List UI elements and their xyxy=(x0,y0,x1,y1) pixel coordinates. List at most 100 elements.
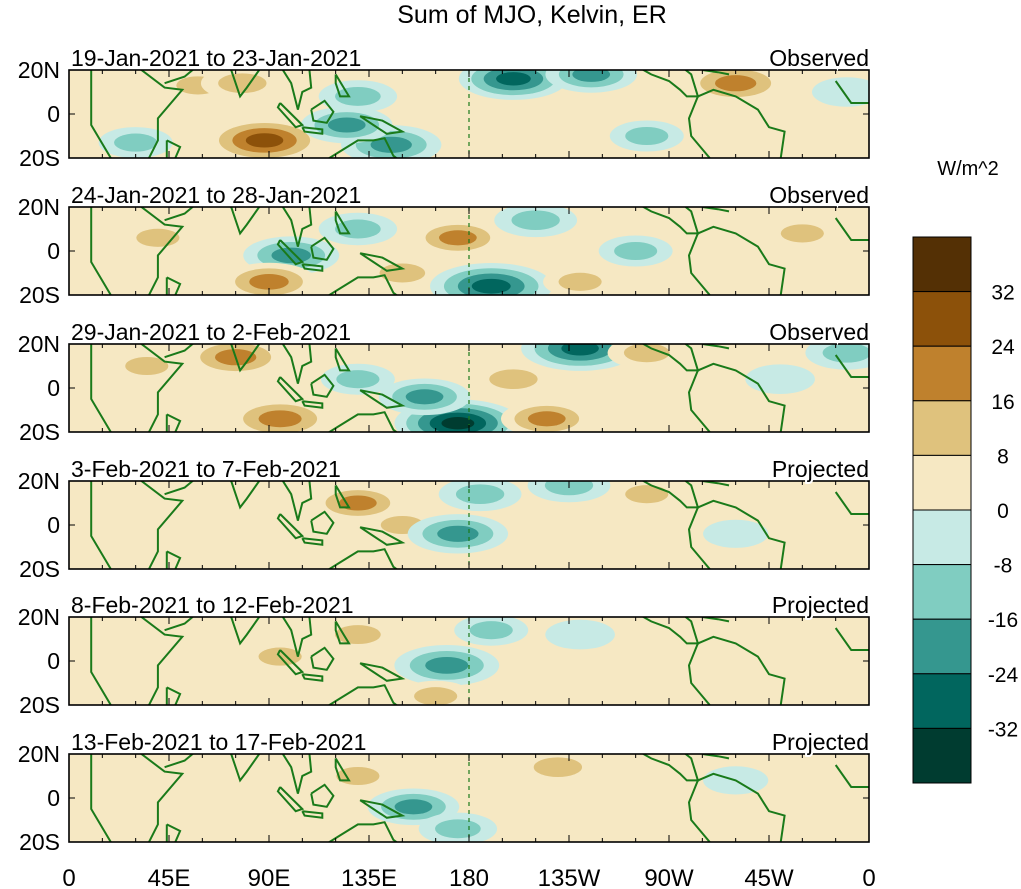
coastline xyxy=(281,617,313,657)
x-tick-label: 135E xyxy=(341,865,397,889)
colorbar-swatch xyxy=(912,345,972,402)
coastline xyxy=(641,481,700,509)
coastline xyxy=(359,115,406,135)
contour-level xyxy=(533,757,583,778)
coastline xyxy=(276,239,305,266)
x-tick-label: 90W xyxy=(644,865,694,889)
coastline xyxy=(359,252,406,272)
contour-level xyxy=(545,619,615,650)
anomaly-blob xyxy=(412,219,504,257)
coastline xyxy=(276,376,305,403)
coastline xyxy=(834,354,869,378)
colorbar-tick-label: -8 xyxy=(994,555,1013,578)
contour-level xyxy=(258,410,302,428)
coastline xyxy=(834,627,869,651)
coastline xyxy=(334,757,351,782)
anomaly-blob xyxy=(500,400,593,432)
coastline xyxy=(276,786,305,813)
contour-level xyxy=(471,278,511,294)
coastline xyxy=(276,649,305,676)
anomaly-blob xyxy=(514,532,580,562)
y-tick-label: 0 xyxy=(47,238,60,264)
contour-level xyxy=(614,629,680,658)
coastline xyxy=(281,70,313,110)
anomaly-blob xyxy=(472,362,555,397)
anomaly-blob xyxy=(543,266,618,295)
contour-level xyxy=(335,625,381,645)
y-tick-label: 0 xyxy=(47,785,60,811)
x-tick-label: 90E xyxy=(248,865,291,889)
y-tick-label: 20S xyxy=(19,282,60,308)
panel-2: 20N 0 20S 24-Jan-2021 to 28-Jan-2021 Observe… xyxy=(18,180,871,308)
coastlines xyxy=(90,344,869,432)
anomaly-blob xyxy=(318,618,398,651)
coastline xyxy=(90,481,185,569)
anomaly-blob xyxy=(521,344,640,371)
coastline xyxy=(276,513,305,540)
y-tick-label: 0 xyxy=(47,512,60,538)
coastline xyxy=(90,207,185,295)
colorbar-unit: W/m^2 xyxy=(937,158,999,180)
x-tick-label: 45W xyxy=(744,865,794,889)
anomaly-blob xyxy=(480,117,547,146)
anomaly-blob xyxy=(614,629,680,658)
contour-level xyxy=(125,783,191,813)
panel-period: 13-Feb-2021 to 17-Feb-2021 xyxy=(71,729,366,755)
anomaly-blob xyxy=(494,207,578,238)
contour-level xyxy=(780,224,824,243)
anomaly-blob xyxy=(527,481,611,503)
y-tick-label: 20N xyxy=(18,194,60,220)
contour-level xyxy=(469,621,513,640)
coastline xyxy=(687,499,786,569)
contour-level xyxy=(803,207,869,226)
anomaly-blob xyxy=(398,680,473,705)
colorbar-swatch xyxy=(912,236,972,293)
coastline xyxy=(834,80,869,104)
colorbar-swatch xyxy=(912,564,972,620)
panel-3: 20N 0 20S 29-Jan-2021 to 2-Feb-2021 Observed xyxy=(18,317,871,445)
coastline xyxy=(310,236,335,261)
anomaly-blob xyxy=(703,519,769,548)
anomaly-blob xyxy=(98,127,173,158)
contour-level xyxy=(435,819,481,839)
y-tick-label: 20N xyxy=(18,331,60,357)
contour-level xyxy=(379,263,426,283)
panel-1: 20N 0 20S 19-Jan-2021 to 23-Jan-2021 Observe… xyxy=(18,43,871,171)
contour-level xyxy=(514,792,580,821)
contour-level xyxy=(405,389,444,405)
chart-title: Sum of MJO, Kelvin, ER xyxy=(397,1,667,29)
anomaly-blob xyxy=(100,628,171,659)
contour-level xyxy=(125,497,191,526)
coastline xyxy=(327,411,399,432)
anomaly-blob xyxy=(811,77,869,107)
coastline xyxy=(301,537,324,546)
coastline xyxy=(334,484,351,509)
anomaly-blob xyxy=(607,344,686,369)
contour-level xyxy=(245,133,284,148)
panel-status: Projected xyxy=(772,456,869,482)
y-tick-label: 20N xyxy=(18,741,60,767)
coastline xyxy=(164,617,195,632)
coastline xyxy=(228,481,261,510)
contour-level xyxy=(527,411,566,427)
coastline xyxy=(310,99,335,124)
coastline xyxy=(165,413,182,432)
anomaly-blob xyxy=(438,481,522,512)
contour-level xyxy=(714,75,757,92)
contour-level xyxy=(114,133,158,152)
colorbar-swatch xyxy=(912,291,972,347)
anomaly-blob xyxy=(378,378,471,416)
colorbar-tick-label: 8 xyxy=(997,445,1009,468)
anomaly-blob xyxy=(318,212,398,246)
panel-period: 3-Feb-2021 to 7-Feb-2021 xyxy=(71,456,341,482)
anomaly-blob xyxy=(205,117,324,158)
coastline xyxy=(276,102,305,129)
panel-status: Observed xyxy=(769,182,869,208)
coastline xyxy=(164,481,195,496)
coastlines xyxy=(90,207,869,295)
panel-period: 8-Feb-2021 to 12-Feb-2021 xyxy=(71,592,354,618)
contour-level xyxy=(218,73,267,94)
coastline xyxy=(687,362,786,432)
coastlines xyxy=(90,481,869,569)
colorbar-swatch xyxy=(912,400,972,456)
